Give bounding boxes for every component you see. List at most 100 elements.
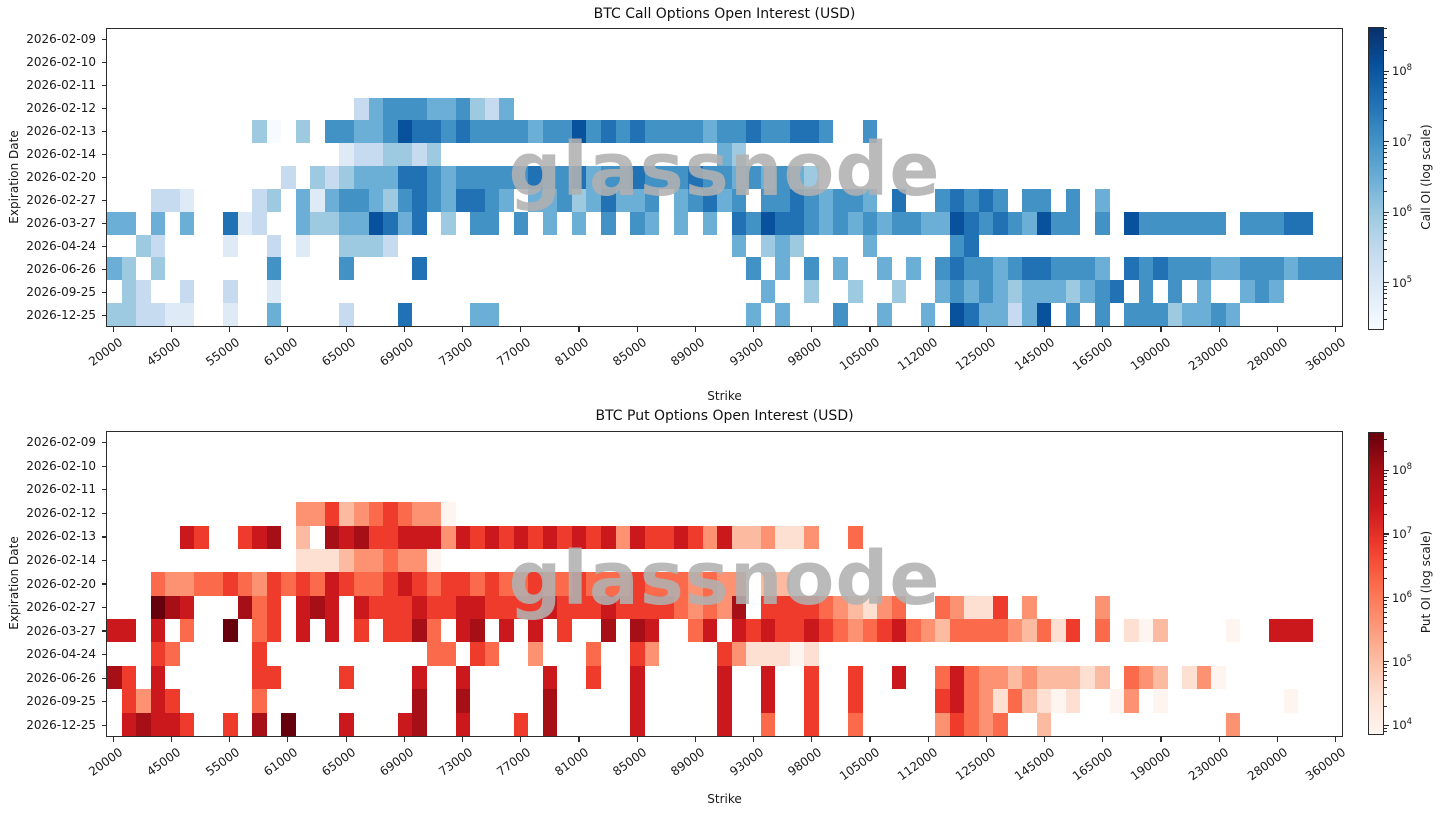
heatmap-cell	[136, 98, 151, 121]
heatmap-cell	[616, 689, 631, 712]
heatmap-cell	[470, 280, 485, 303]
heatmap-cell	[383, 689, 398, 712]
colorbar-minor-tick	[1384, 227, 1387, 229]
heatmap-cell	[993, 642, 1008, 665]
heatmap-cell	[732, 29, 747, 52]
heatmap-cell	[1240, 143, 1255, 166]
heatmap-cell	[703, 549, 718, 572]
heatmap-cell	[1110, 549, 1125, 572]
heatmap-cell	[369, 280, 384, 303]
heatmap-cell	[1007, 280, 1023, 304]
heatmap-cell	[1124, 189, 1139, 212]
heatmap-cell	[1240, 455, 1255, 478]
heatmap-cell	[1182, 455, 1197, 478]
heatmap-cell	[1080, 479, 1095, 502]
colorbar-minor-tick	[1384, 98, 1387, 100]
heatmap-cell	[310, 188, 325, 212]
heatmap-cell	[1008, 166, 1023, 189]
heatmap-cell	[935, 29, 950, 52]
heatmap-cell	[324, 595, 340, 620]
heatmap-cell	[1284, 455, 1299, 478]
heatmap-cell	[833, 235, 848, 258]
heatmap-cell	[1298, 455, 1313, 478]
heatmap-cell	[630, 257, 645, 280]
heatmap-cell	[760, 120, 776, 144]
heatmap-cell	[775, 432, 790, 455]
heatmap-cell	[1269, 479, 1284, 502]
heatmap-cell	[688, 166, 703, 189]
heatmap-cell	[238, 455, 253, 478]
heatmap-cell	[1298, 120, 1313, 143]
heatmap-cell	[1327, 166, 1342, 189]
heatmap-cell	[732, 257, 747, 280]
heatmap-cell	[1211, 619, 1226, 642]
heatmap-cell	[151, 479, 166, 502]
heatmap-cell	[848, 98, 863, 121]
heatmap-cell	[993, 572, 1008, 595]
heatmap-cell	[1182, 120, 1197, 143]
heatmap-cell	[266, 619, 282, 643]
heatmap-cell	[1313, 526, 1328, 549]
x-tick-mark	[636, 327, 638, 332]
heatmap-cell	[1168, 143, 1183, 166]
heatmap-cell	[1255, 689, 1270, 712]
heatmap-cell	[1036, 665, 1052, 690]
heatmap-cell	[950, 166, 965, 189]
heatmap-cell	[630, 98, 645, 121]
heatmap-cell	[1298, 211, 1313, 235]
heatmap-cell	[223, 432, 238, 455]
heatmap-cell	[746, 166, 761, 189]
heatmap-cell	[1008, 596, 1023, 619]
heatmap-cell	[1255, 455, 1270, 478]
heatmap-cell	[1182, 479, 1197, 502]
heatmap-cell	[295, 595, 311, 620]
heatmap-cell	[121, 257, 137, 281]
heatmap-cell	[1008, 502, 1023, 525]
heatmap-cell	[703, 257, 718, 280]
heatmap-cell	[848, 257, 863, 280]
heatmap-cell	[150, 689, 166, 713]
y-tick-mark	[101, 677, 106, 679]
heatmap-cell	[1110, 75, 1125, 98]
heatmap-cell	[252, 549, 267, 572]
heatmap-cell	[1124, 29, 1139, 52]
heatmap-cell	[964, 479, 979, 502]
put-x-axis-label: Strike	[707, 792, 742, 806]
heatmap-cell	[310, 479, 325, 502]
heatmap-cell	[892, 479, 907, 502]
colorbar-minor-tick	[1384, 289, 1387, 291]
heatmap-cell	[441, 235, 456, 258]
heatmap-cell	[223, 52, 238, 75]
heatmap-cell	[165, 502, 180, 525]
heatmap-cell	[470, 188, 485, 212]
colorbar-minor-tick	[1384, 607, 1387, 609]
heatmap-cell	[630, 52, 645, 75]
heatmap-cell	[209, 189, 224, 212]
heatmap-cell	[1211, 455, 1226, 478]
heatmap-cell	[688, 479, 703, 502]
y-tick-mark	[101, 176, 106, 179]
heatmap-cell	[746, 303, 761, 326]
colorbar-minor-tick	[1384, 49, 1387, 51]
heatmap-cell	[1255, 143, 1270, 166]
heatmap-cell	[572, 619, 587, 642]
heatmap-cell	[819, 29, 834, 52]
heatmap-cell	[325, 235, 340, 258]
heatmap-cell	[935, 166, 950, 189]
heatmap-cell	[1051, 75, 1066, 98]
heatmap-cell	[499, 188, 514, 212]
heatmap-cell	[209, 619, 224, 642]
heatmap-cell	[616, 479, 631, 502]
heatmap-cell	[107, 549, 122, 572]
heatmap-cell	[122, 120, 137, 143]
heatmap-cell	[601, 303, 616, 326]
heatmap-cell	[1313, 143, 1328, 166]
heatmap-cell	[964, 432, 979, 455]
heatmap-cell	[819, 75, 834, 98]
heatmap-cell	[252, 29, 267, 52]
heatmap-cell	[209, 120, 224, 143]
heatmap-cell	[1226, 549, 1241, 572]
heatmap-cell	[1196, 257, 1212, 281]
heatmap-cell	[339, 120, 354, 144]
heatmap-cell	[1269, 189, 1284, 212]
